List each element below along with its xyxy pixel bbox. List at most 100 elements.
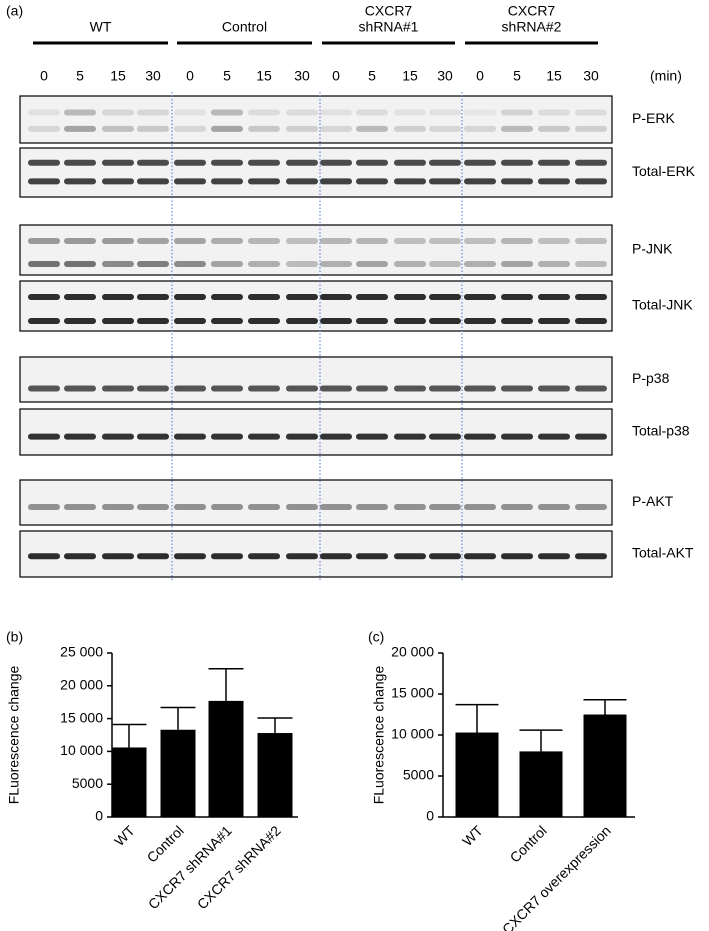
blot — [19, 356, 613, 403]
band — [356, 261, 388, 267]
band — [286, 504, 318, 510]
band — [464, 318, 496, 324]
blot — [19, 147, 613, 198]
band — [394, 109, 426, 116]
band — [64, 159, 96, 166]
band — [211, 261, 243, 267]
band — [320, 553, 352, 560]
band — [28, 433, 60, 440]
band — [501, 433, 533, 440]
band — [501, 238, 533, 244]
band — [248, 294, 280, 300]
band — [174, 261, 206, 267]
band — [286, 318, 318, 324]
band — [538, 318, 570, 324]
band — [102, 261, 134, 267]
panel-label: (b) — [6, 629, 23, 645]
band — [64, 178, 96, 185]
band — [464, 385, 496, 392]
bar — [208, 700, 244, 817]
bar — [257, 733, 293, 817]
time-unit: (min) — [650, 68, 682, 84]
band — [320, 504, 352, 510]
band — [320, 261, 352, 267]
x-tick-label: WT — [111, 822, 138, 849]
band — [464, 238, 496, 244]
band — [356, 178, 388, 185]
y-axis-label: FLuorescence change — [6, 666, 22, 805]
band — [356, 294, 388, 300]
group-label: shRNA#1 — [359, 19, 419, 35]
band — [28, 238, 60, 244]
time-label: 15 — [256, 68, 272, 84]
band — [102, 178, 134, 185]
band — [102, 433, 134, 440]
band — [356, 385, 388, 392]
band — [286, 553, 318, 560]
time-label: 5 — [368, 68, 376, 84]
x-tick-label: CXCR7 shRNA#1 — [145, 822, 235, 912]
band — [286, 125, 318, 132]
band — [394, 159, 426, 166]
blot-frame — [19, 224, 613, 276]
band — [174, 159, 206, 166]
band — [64, 261, 96, 267]
band — [248, 238, 280, 244]
band — [394, 238, 426, 244]
band — [28, 504, 60, 510]
band — [320, 159, 352, 166]
band — [501, 159, 533, 166]
y-axis-label: FLuorescence change — [371, 666, 387, 805]
band — [211, 178, 243, 185]
band — [394, 504, 426, 510]
error-bar — [455, 703, 499, 733]
band — [102, 238, 134, 244]
x-tick-label: CXCR7 overexpression — [499, 822, 614, 931]
band — [286, 178, 318, 185]
band — [538, 125, 570, 132]
bar — [583, 714, 627, 817]
band — [137, 318, 169, 324]
band — [211, 109, 243, 116]
group-label: WT — [90, 19, 112, 35]
band — [320, 178, 352, 185]
band — [137, 294, 169, 300]
band — [394, 553, 426, 560]
band — [429, 261, 461, 267]
band — [137, 238, 169, 244]
x-tick-label: WT — [459, 822, 486, 849]
band — [394, 318, 426, 324]
bar — [519, 751, 563, 817]
band — [356, 125, 388, 132]
band — [64, 385, 96, 392]
band — [429, 294, 461, 300]
band — [538, 504, 570, 510]
band — [538, 294, 570, 300]
band — [429, 504, 461, 510]
time-label: 15 — [402, 68, 418, 84]
blot-label: Total-JNK — [632, 297, 693, 313]
bar — [111, 747, 147, 817]
band — [211, 238, 243, 244]
band — [286, 109, 318, 116]
time-label: 30 — [145, 68, 161, 84]
band — [211, 385, 243, 392]
band — [102, 159, 134, 166]
band — [356, 553, 388, 560]
band — [429, 238, 461, 244]
blot-frame — [19, 356, 613, 403]
time-label: 5 — [513, 68, 521, 84]
error-bar — [160, 706, 196, 730]
band — [501, 504, 533, 510]
band — [320, 294, 352, 300]
band — [28, 318, 60, 324]
y-tick-label: 15 000 — [60, 709, 103, 725]
band — [501, 385, 533, 392]
blot-frame — [19, 147, 613, 198]
error-bar — [583, 698, 627, 715]
band — [575, 385, 607, 392]
band — [575, 125, 607, 132]
x-tick-label: Control — [507, 822, 550, 865]
time-label: 0 — [476, 68, 484, 84]
